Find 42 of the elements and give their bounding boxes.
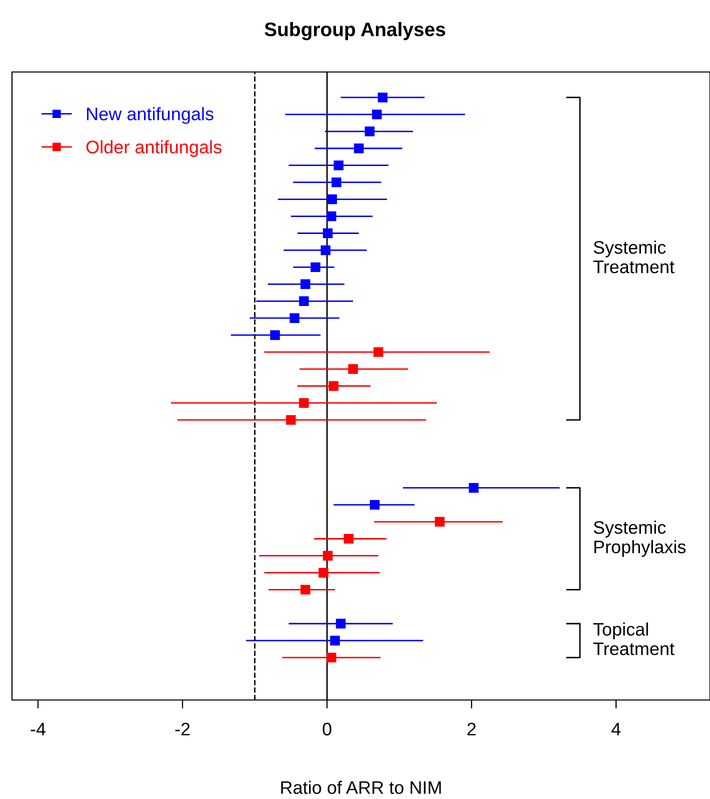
point [310, 262, 320, 272]
point [434, 516, 445, 527]
point [378, 92, 388, 102]
point [326, 211, 336, 222]
x-axis-title: Ratio of ARR to NIM [281, 780, 441, 794]
point [364, 126, 375, 136]
point [354, 144, 364, 154]
x-tick-label: 4 [611, 722, 621, 736]
point [330, 636, 340, 646]
point [344, 534, 354, 544]
x-tick-label: -4 [30, 722, 46, 736]
point [468, 482, 479, 493]
point [332, 177, 342, 188]
point [373, 347, 384, 357]
point [370, 500, 380, 510]
point [372, 110, 382, 120]
legend-label: New antifungals [87, 107, 214, 124]
point [334, 160, 344, 170]
point [336, 618, 346, 628]
point [322, 550, 333, 561]
point [300, 584, 310, 595]
x-tick-label: 2 [467, 722, 476, 736]
annotation: Topical Treatment [593, 622, 674, 656]
chart-title: Subgroup Analyses [264, 22, 446, 40]
legend-label: Older antifungals [86, 140, 222, 157]
point [318, 568, 328, 578]
point [299, 398, 309, 408]
annotation: Systemic Treatment [593, 240, 674, 274]
point [299, 296, 309, 306]
point [322, 228, 333, 238]
point [348, 364, 358, 374]
annotation: Systemic Prophylaxis [594, 520, 686, 557]
x-tick-label: 0 [322, 722, 332, 736]
point [300, 279, 310, 290]
point [286, 415, 296, 425]
point [326, 652, 336, 662]
point [270, 330, 280, 340]
point [327, 194, 337, 204]
point [320, 245, 330, 256]
point [290, 313, 300, 323]
point [328, 381, 338, 391]
x-tick-label: -2 [175, 722, 190, 736]
